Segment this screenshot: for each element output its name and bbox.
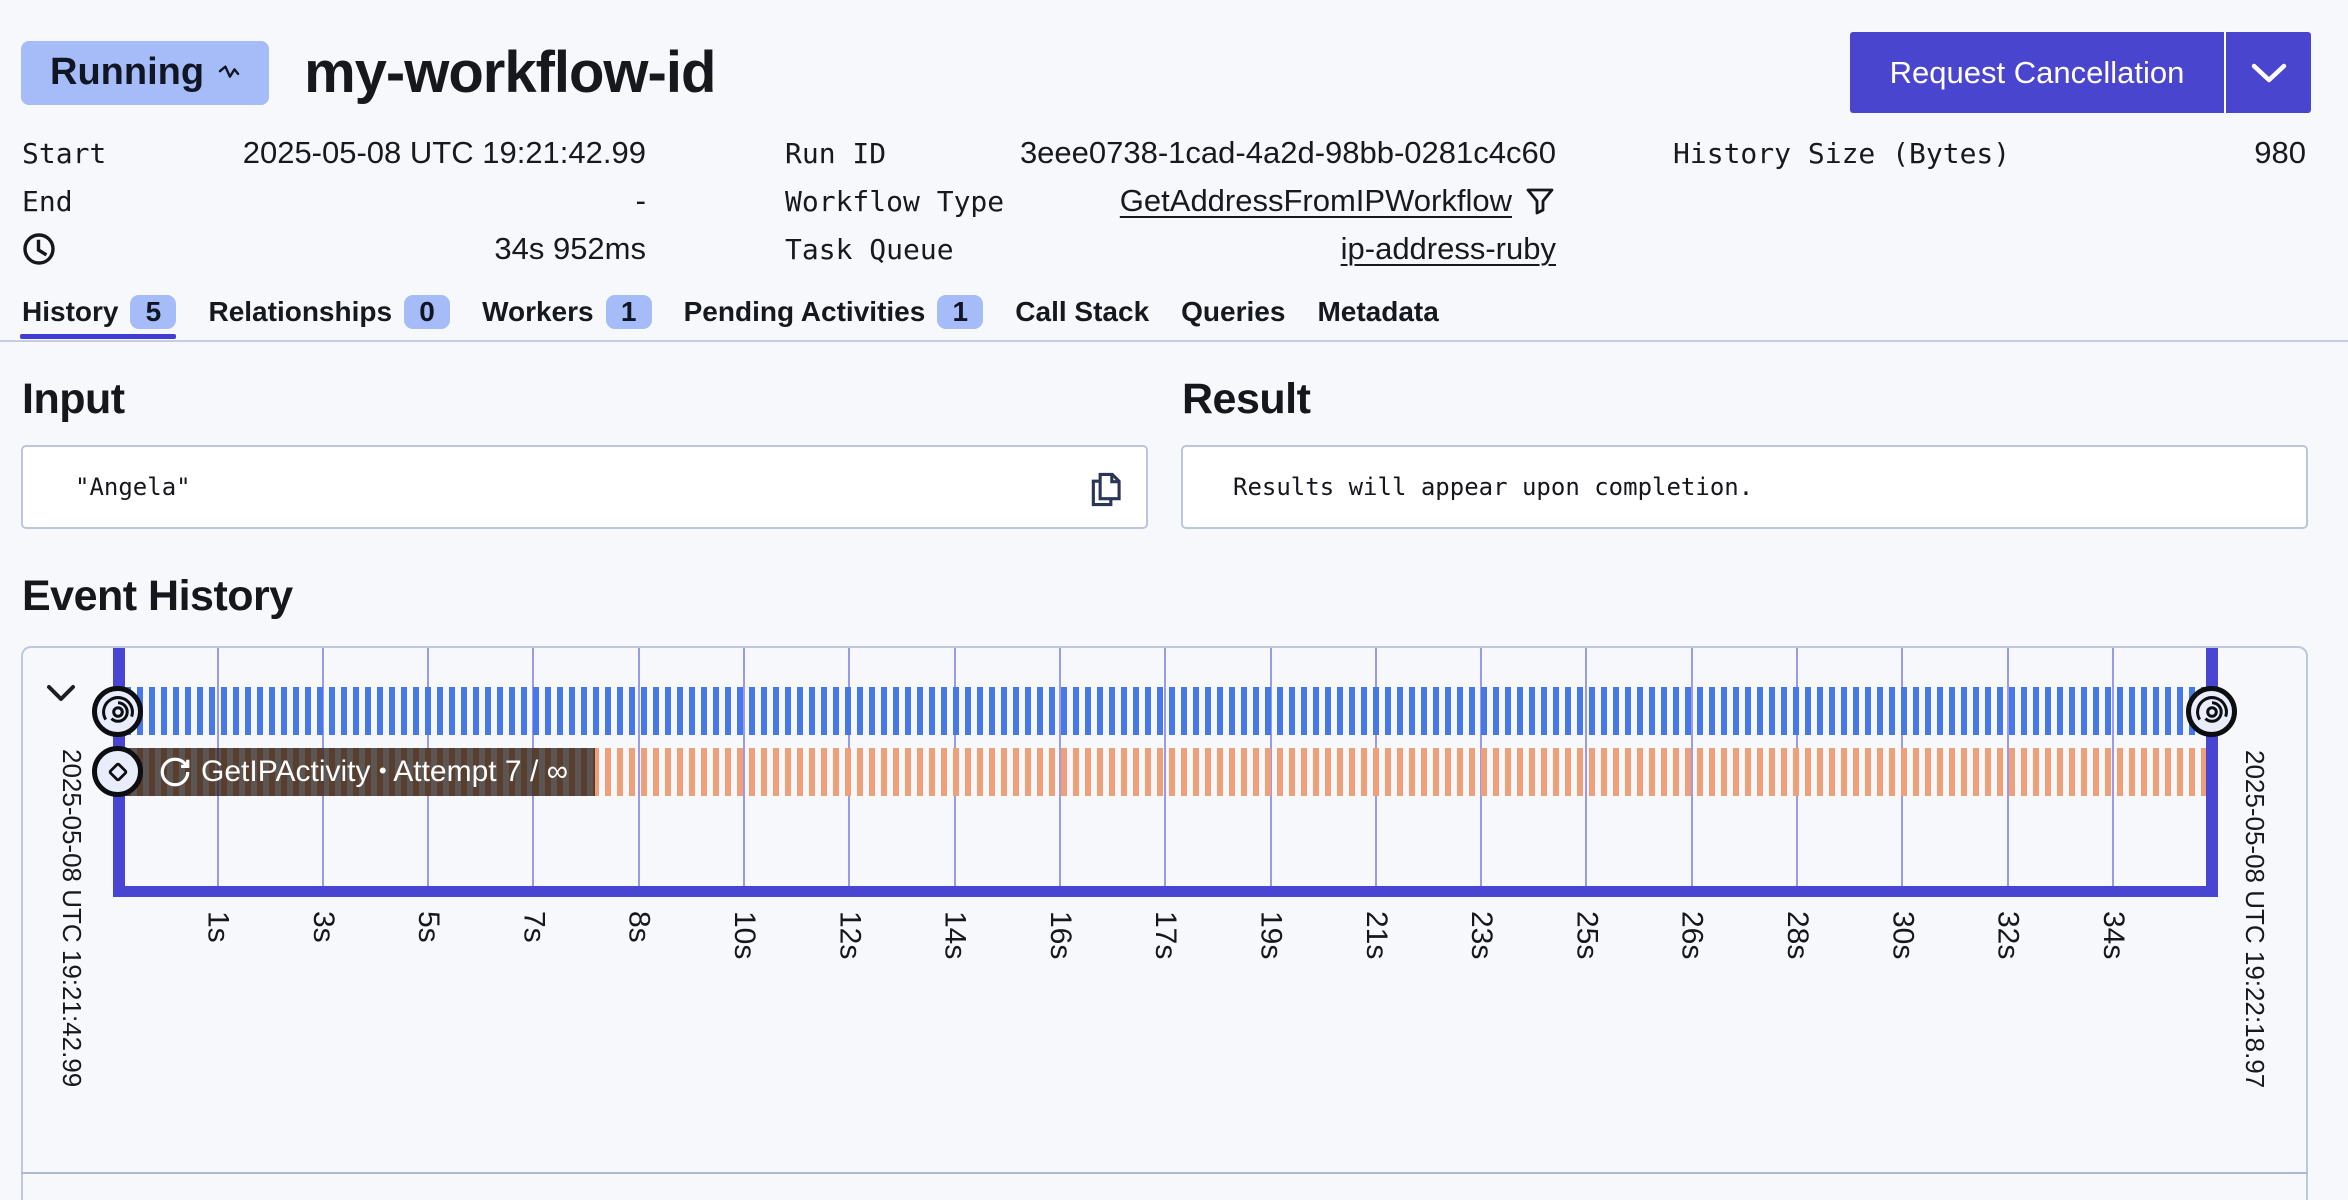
timeline-tick-label: 25s — [1570, 911, 1604, 960]
timeline-tick-label: 34s — [2096, 911, 2130, 960]
expand-row-caret[interactable] — [46, 684, 76, 709]
run-id-value: 3eee0738-1cad-4a2d-98bb-0281c4c60 — [1019, 135, 1556, 170]
workflow-header: Running my-workflow-id — [21, 32, 716, 113]
tab-pending-activities[interactable]: Pending Activities 1 — [684, 288, 984, 336]
activity-start-node[interactable] — [92, 746, 143, 797]
heartbeat-icon — [218, 64, 240, 78]
clock-icon — [23, 233, 55, 265]
retry-icon — [160, 757, 190, 787]
workflow-start-node[interactable] — [92, 686, 143, 737]
workflow-type-label: Workflow Type — [785, 184, 1005, 218]
activity-label[interactable]: GetIPActivity • Attempt 7 / ∞ — [125, 748, 595, 796]
task-queue-link[interactable]: ip-address-ruby — [1340, 231, 1556, 266]
tab-workers[interactable]: Workers 1 — [482, 288, 652, 336]
input-heading: Input — [22, 375, 125, 423]
input-panel: "Angela" — [21, 445, 1148, 529]
timeline-end-time: 2025-05-08 UTC 19:22:18.97 — [2240, 750, 2270, 1089]
history-size-label: History Size (Bytes) — [1673, 136, 2011, 170]
input-value: "Angela" — [75, 473, 191, 501]
status-label: Running — [50, 51, 205, 93]
history-size-value: 980 — [2254, 135, 2306, 170]
timeline-tick-label: 12s — [833, 911, 867, 960]
diamond-icon — [108, 762, 127, 781]
page-title: my-workflow-id — [304, 40, 716, 105]
start-label: Start — [22, 136, 107, 170]
filter-icon[interactable] — [1524, 185, 1556, 217]
timeline-tick-label: 28s — [1781, 911, 1814, 960]
run-id-label: Run ID — [785, 136, 887, 170]
request-cancellation-button[interactable]: Request Cancellation — [1850, 32, 2311, 113]
result-value: Results will appear upon completion. — [1233, 473, 1754, 501]
chevron-down-icon — [47, 685, 75, 701]
end-value: - — [635, 183, 646, 218]
timeline-tick-label: 30s — [1886, 911, 1920, 960]
timeline-table-divider — [21, 1172, 2308, 1174]
timeline-axis-bar — [113, 886, 2218, 897]
tab-relationships[interactable]: Relationships 0 — [208, 288, 451, 336]
event-history-heading: Event History — [22, 572, 293, 620]
timeline-tick-label: 17s — [1149, 911, 1183, 960]
end-row: End - — [22, 177, 646, 225]
result-panel: Results will appear upon completion. — [1181, 445, 2308, 529]
end-label: End — [22, 184, 73, 218]
chevron-down-icon — [2251, 63, 2286, 82]
workflow-execution-band[interactable] — [125, 687, 2206, 735]
timeline-tick-label: 19s — [1254, 911, 1288, 960]
tab-metadata[interactable]: Metadata — [1317, 296, 1439, 327]
timeline-tick-label: 7s — [517, 911, 551, 943]
tab-relationships-count: 0 — [404, 295, 451, 329]
request-cancellation-label[interactable]: Request Cancellation — [1850, 32, 2226, 113]
tab-pending-activities-count: 1 — [937, 295, 984, 329]
tabs-divider — [0, 340, 2348, 342]
timeline-tick-label: 26s — [1675, 911, 1709, 960]
tab-workers-count: 1 — [605, 295, 652, 329]
workflow-type-link[interactable]: GetAddressFromIPWorkflow — [1119, 183, 1512, 218]
copy-icon — [1091, 472, 1121, 507]
status-badge[interactable]: Running — [21, 40, 270, 105]
timeline-tick-label: 32s — [1991, 911, 2025, 960]
duration-value: 34s 952ms — [494, 231, 646, 266]
tab-history-count: 5 — [130, 295, 177, 329]
task-queue-row: Task Queue ip-address-ruby — [785, 225, 1556, 273]
run-id-row: Run ID 3eee0738-1cad-4a2d-98bb-0281c4c60 — [785, 129, 1556, 177]
workflow-tabs: History 5 Relationships 0 Workers 1 Pend… — [19, 288, 1439, 339]
workflow-spiral-icon — [2195, 695, 2228, 728]
timeline-tick-label: 23s — [1465, 911, 1499, 960]
timeline-start-time: 2025-05-08 UTC 19:21:42.99 — [57, 749, 87, 1088]
result-heading: Result — [1182, 375, 1311, 423]
timeline-tick-label: 3s — [306, 911, 340, 943]
timeline-tick-label: 21s — [1359, 911, 1393, 960]
timeline-tick-label: 1s — [201, 911, 235, 943]
workflow-end-node[interactable] — [2186, 686, 2237, 737]
timeline-tick-label: 5s — [412, 911, 446, 943]
timeline-tick-label: 16s — [1043, 911, 1077, 960]
cancel-dropdown-toggle[interactable] — [2226, 32, 2311, 113]
start-value: 2025-05-08 UTC 19:21:42.99 — [242, 135, 646, 170]
timeline-tick-label: 8s — [622, 911, 656, 943]
history-size-row: History Size (Bytes) 980 — [1673, 129, 2306, 177]
tab-history[interactable]: History 5 — [19, 288, 177, 339]
event-history-timeline: GetIPActivity • Attempt 7 / ∞ — [21, 646, 2308, 1200]
tab-queries[interactable]: Queries — [1181, 296, 1286, 327]
timeline-tick-label: 14s — [938, 911, 972, 960]
tab-call-stack[interactable]: Call Stack — [1015, 296, 1150, 327]
copy-input-button[interactable] — [1088, 471, 1122, 507]
workflow-type-row: Workflow Type GetAddressFromIPWorkflow — [785, 177, 1556, 225]
task-queue-label: Task Queue — [785, 232, 954, 266]
start-row: Start 2025-05-08 UTC 19:21:42.99 — [22, 129, 646, 177]
duration-row: 34s 952ms — [22, 225, 646, 273]
workflow-spiral-icon — [101, 695, 134, 728]
timeline-tick-label: 10s — [728, 911, 761, 960]
